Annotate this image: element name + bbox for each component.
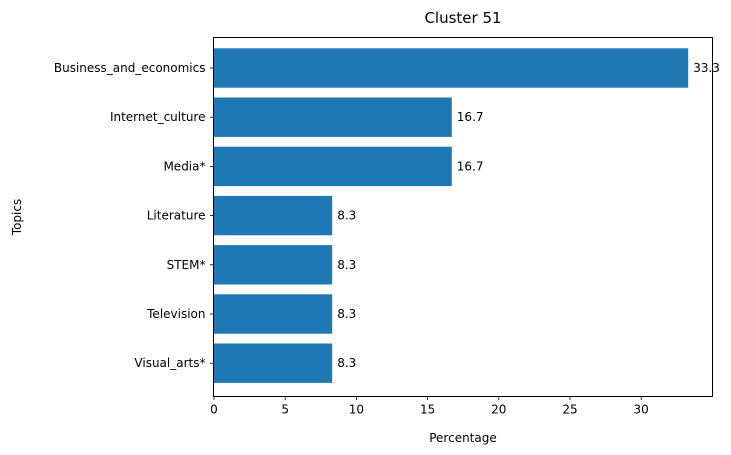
y-tick-label-5: Television [146, 307, 205, 321]
bar-6 [214, 343, 333, 383]
x-axis-label: Percentage [429, 431, 497, 445]
x-tick-label-3: 15 [420, 403, 435, 417]
y-tick-label-3: Literature [147, 209, 206, 223]
chart-title: Cluster 51 [424, 9, 501, 27]
data-label-1: 16.7 [457, 110, 484, 124]
data-label-5: 8.3 [337, 307, 356, 321]
data-label-4: 8.3 [337, 258, 356, 272]
y-tick-label-0: Business_and_economics [54, 61, 206, 75]
x-tick-label-5: 25 [562, 403, 577, 417]
y-axis-label: Topics [10, 199, 24, 236]
bar-2 [214, 146, 452, 187]
data-label-6: 8.3 [337, 356, 356, 370]
x-tick-label-1: 5 [281, 403, 289, 417]
data-label-3: 8.3 [337, 209, 356, 223]
data-label-2: 16.7 [457, 159, 484, 173]
bar-4 [214, 245, 333, 285]
y-tick-label-1: Internet_culture [110, 110, 206, 124]
bar-1 [214, 97, 452, 137]
plot-frame [213, 37, 713, 397]
bar-5 [214, 294, 333, 334]
y-axis-ticks: Business_and_economics Internet_culture Me… [54, 61, 214, 370]
bar-0 [214, 48, 689, 88]
bars-group [214, 48, 689, 383]
x-tick-label-4: 20 [491, 403, 506, 417]
y-tick-label-2: Media* [163, 159, 205, 173]
x-tick-label-6: 30 [634, 403, 649, 417]
y-tick-label-4: STEM* [167, 258, 206, 272]
x-tick-label-0: 0 [210, 403, 218, 417]
x-tick-label-2: 10 [349, 403, 364, 417]
y-tick-label-6: Visual_arts* [134, 356, 205, 370]
x-axis-ticks: 0 5 10 15 20 25 30 [210, 396, 649, 417]
bar-3 [214, 195, 333, 236]
data-label-0: 33.3 [693, 61, 720, 75]
data-labels-group: 33.3 16.7 16.7 8.3 8.3 8.3 8.3 [337, 61, 720, 370]
